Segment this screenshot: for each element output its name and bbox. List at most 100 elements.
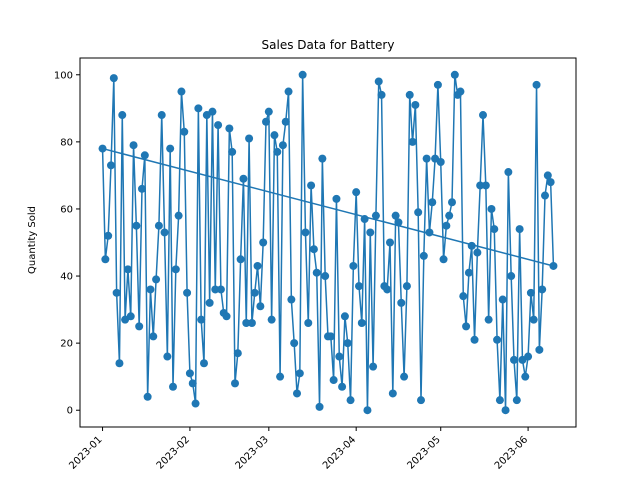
- data-point: [123, 265, 132, 274]
- data-point: [273, 147, 282, 156]
- data-point: [222, 312, 231, 321]
- data-point: [529, 315, 538, 324]
- data-point: [307, 181, 316, 190]
- data-point: [287, 295, 296, 304]
- data-point: [304, 319, 313, 328]
- data-point: [470, 335, 479, 344]
- data-point: [411, 100, 420, 109]
- data-point: [205, 298, 214, 307]
- data-point: [315, 402, 324, 411]
- data-point: [414, 208, 423, 217]
- data-point: [476, 181, 485, 190]
- data-point: [146, 285, 155, 294]
- data-point: [233, 349, 242, 358]
- data-point: [501, 406, 510, 415]
- y-tick-label: 20: [60, 339, 73, 350]
- data-point: [473, 248, 482, 257]
- data-point: [129, 141, 138, 150]
- data-point: [467, 241, 476, 250]
- data-point: [264, 107, 273, 116]
- y-tick-label: 0: [67, 406, 73, 417]
- data-point: [512, 396, 521, 405]
- data-point: [377, 90, 386, 99]
- data-point: [309, 245, 318, 254]
- data-point: [386, 238, 394, 247]
- data-point: [278, 141, 287, 150]
- data-point: [374, 77, 383, 86]
- data-point: [355, 282, 363, 291]
- data-point: [236, 255, 245, 264]
- data-point: [329, 376, 338, 385]
- data-point: [132, 221, 141, 230]
- data-point: [479, 111, 487, 120]
- data-point: [163, 352, 172, 361]
- data-point: [383, 285, 392, 294]
- data-point: [532, 80, 541, 89]
- data-point: [169, 382, 177, 391]
- data-point: [510, 355, 518, 364]
- data-point: [349, 261, 358, 270]
- data-point: [481, 181, 490, 190]
- data-point: [535, 345, 544, 354]
- data-point: [448, 198, 456, 207]
- data-point: [253, 261, 262, 270]
- data-point: [405, 90, 414, 99]
- data-point: [118, 111, 127, 120]
- data-point: [228, 147, 237, 156]
- data-point: [104, 231, 113, 240]
- data-point: [462, 322, 471, 331]
- data-point: [191, 399, 200, 408]
- data-point: [338, 382, 347, 391]
- data-point: [301, 228, 310, 237]
- data-point: [200, 359, 208, 368]
- data-point: [515, 225, 524, 234]
- data-point: [366, 228, 375, 237]
- data-point: [262, 117, 270, 126]
- data-point: [318, 154, 327, 163]
- series-layer: [98, 70, 558, 415]
- data-point: [442, 221, 451, 230]
- plot-frame: [79, 57, 577, 428]
- data-point: [239, 174, 248, 183]
- data-point: [152, 275, 161, 284]
- y-axis-label: Quantity Sold: [27, 206, 38, 274]
- data-point: [546, 178, 555, 187]
- data-point: [109, 74, 118, 83]
- data-point: [549, 261, 558, 270]
- data-point: [312, 268, 321, 277]
- data-point: [459, 292, 468, 301]
- data-point: [541, 191, 549, 200]
- data-point: [394, 218, 403, 227]
- data-point: [352, 188, 361, 197]
- y-tick-label: 60: [60, 204, 73, 215]
- data-point: [388, 389, 397, 398]
- data-point: [208, 107, 217, 116]
- data-point: [166, 144, 175, 153]
- data-point: [346, 396, 355, 405]
- data-point: [321, 272, 330, 281]
- data-point: [171, 265, 180, 274]
- data-point: [174, 211, 183, 220]
- data-point: [140, 151, 149, 160]
- data-point: [357, 319, 366, 328]
- data-point: [185, 369, 194, 378]
- data-point: [450, 70, 459, 79]
- data-point: [445, 211, 454, 220]
- data-point: [484, 315, 493, 324]
- chart-title: Sales Data for Battery: [262, 38, 395, 52]
- data-point: [211, 285, 220, 294]
- data-point: [177, 87, 186, 96]
- data-point: [371, 211, 380, 220]
- data-point: [400, 372, 409, 381]
- data-point: [214, 121, 223, 130]
- data-point: [490, 225, 499, 234]
- data-point: [107, 161, 115, 170]
- data-point: [149, 332, 158, 341]
- data-point: [154, 221, 163, 230]
- data-point: [487, 204, 496, 213]
- data-point: [493, 335, 502, 344]
- data-point: [360, 215, 369, 224]
- data-point: [250, 288, 259, 297]
- data-point: [391, 211, 400, 220]
